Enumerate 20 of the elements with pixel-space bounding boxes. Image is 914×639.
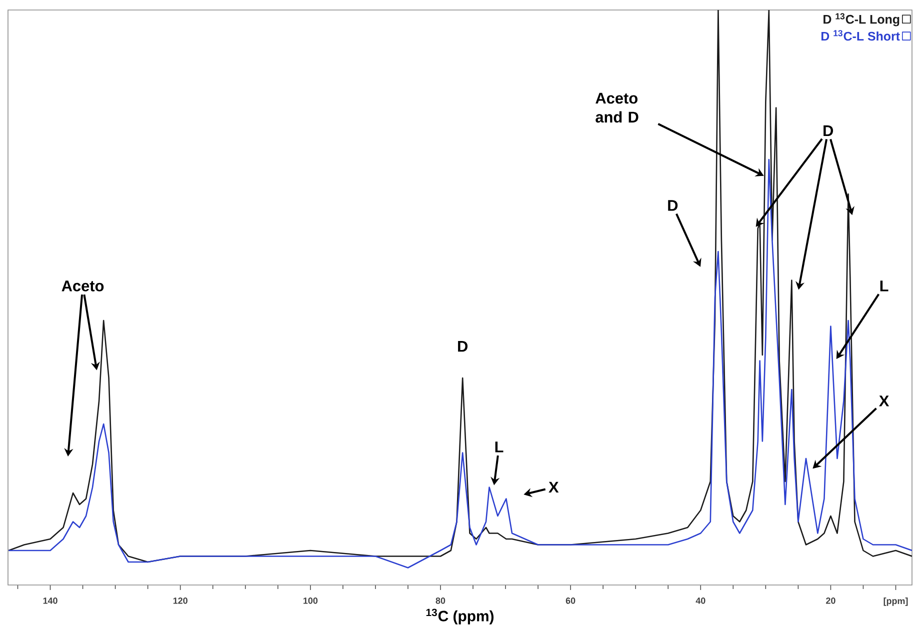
x-tick-label: 40	[696, 598, 706, 604]
x-tick-label: [ppm]	[884, 598, 908, 606]
annotation: Aceto and D	[596, 92, 638, 123]
legend-label: D $^{13}$C-L Long	[824, 13, 900, 26]
annotation: L	[495, 442, 504, 452]
x-tick-label: 140	[43, 598, 58, 604]
annotation: Aceto	[62, 280, 104, 292]
x-tick-label: 60	[566, 598, 576, 604]
x-tick-label: 80	[436, 598, 446, 604]
x-tick-label: 20	[826, 598, 836, 604]
annotation: D	[824, 125, 834, 136]
x-axis-title: $^{13}$C (ppm)	[426, 608, 494, 624]
annotation: D	[668, 200, 678, 211]
x-tick-label: 120	[173, 598, 188, 604]
annotation: D	[458, 341, 468, 352]
annotation: X	[548, 482, 559, 493]
annotation: X	[879, 396, 890, 406]
annotation: L	[880, 280, 888, 292]
legend-label: D $^{13}$C-L Short	[821, 30, 900, 41]
x-tick-label: 100	[303, 598, 318, 604]
